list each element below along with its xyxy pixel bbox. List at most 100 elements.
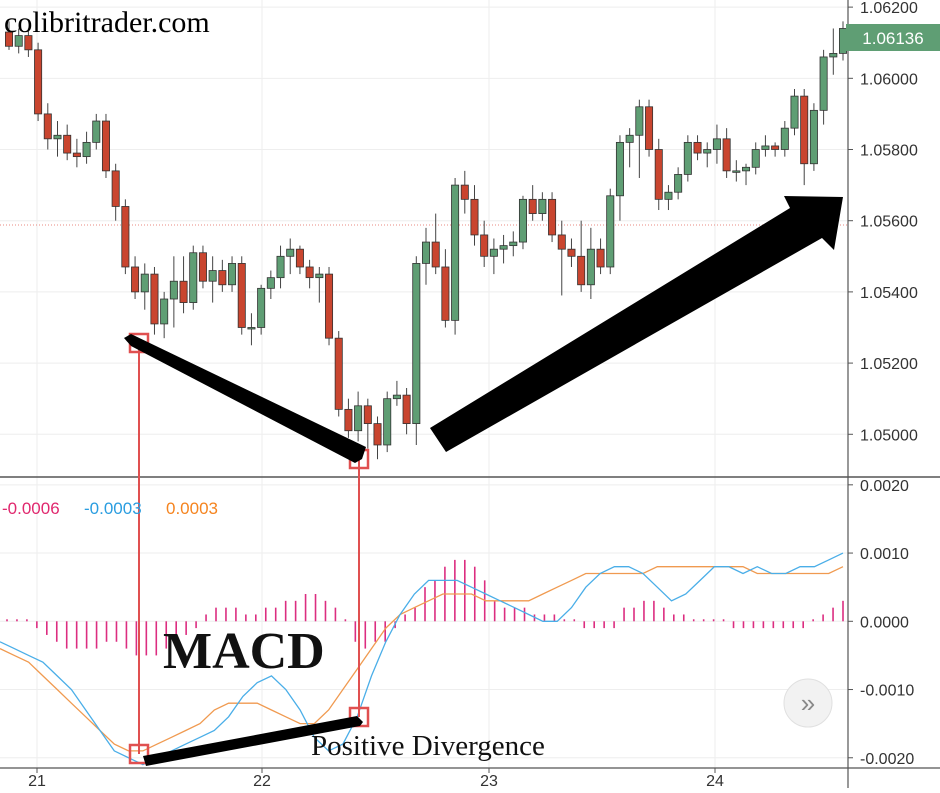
- price-tick-label-3: 1.05600: [860, 214, 918, 231]
- candle-body-85: [829, 52, 838, 58]
- candle-body-81: [790, 95, 799, 129]
- candle-body-64: [625, 134, 634, 143]
- candle-body-79: [771, 145, 780, 150]
- candle-body-84: [819, 56, 828, 111]
- candle-body-78: [761, 145, 770, 150]
- candle-body-22: [218, 270, 227, 286]
- legend-signal-value: 0.0003: [166, 499, 218, 518]
- candle-body-41: [402, 394, 411, 425]
- candle-body-34: [334, 337, 343, 410]
- price-downtrend-arrow: [124, 334, 366, 463]
- candle-body-42: [412, 263, 421, 425]
- candle-body-46: [451, 184, 460, 321]
- candle-body-52: [509, 241, 518, 247]
- candle-body-43: [421, 241, 430, 264]
- time-tick-label-3: 24: [706, 773, 724, 788]
- candle-body-27: [266, 277, 275, 289]
- candle-body-67: [654, 149, 663, 200]
- candle-body-4: [43, 113, 52, 140]
- candle-body-62: [606, 195, 615, 268]
- candle-body-83: [809, 109, 818, 165]
- watermark: colibritrader.com: [4, 6, 210, 39]
- macd-tick-label-3: -0.0010: [860, 683, 914, 700]
- candle-body-54: [528, 198, 537, 214]
- price-tick-label-4: 1.05800: [860, 143, 918, 160]
- candle-body-10: [101, 120, 110, 172]
- candle-body-75: [732, 170, 741, 173]
- candle-body-63: [615, 141, 624, 197]
- candle-body-32: [315, 273, 324, 279]
- double-chevron-right-icon[interactable]: »: [801, 688, 815, 718]
- candle-body-18: [179, 280, 188, 303]
- candle-body-3: [34, 49, 43, 115]
- candle-body-86: [839, 28, 848, 54]
- candle-body-20: [198, 252, 207, 282]
- candle-body-51: [499, 245, 508, 250]
- candle-body-35: [344, 408, 353, 432]
- candle-body-48: [470, 198, 479, 236]
- candle-body-73: [712, 138, 721, 150]
- candle-body-21: [208, 270, 217, 282]
- macd-uptrend-arrow: [143, 716, 363, 766]
- candle-body-45: [441, 266, 450, 321]
- annotations: [124, 196, 843, 766]
- candle-body-65: [635, 106, 644, 136]
- time-tick-label-2: 23: [480, 773, 498, 788]
- candle-body-33: [325, 273, 334, 339]
- candle-body-50: [489, 248, 498, 257]
- macd-tick-label-0: 0.0020: [860, 478, 909, 495]
- candle-body-31: [305, 266, 314, 279]
- candle-body-58: [567, 248, 576, 257]
- scroll-button-bg[interactable]: [783, 678, 833, 728]
- candle-body-9: [92, 120, 101, 143]
- macd-title: MACD: [163, 623, 325, 680]
- candle-body-76: [742, 166, 751, 172]
- divergence-label: Positive Divergence: [311, 730, 545, 762]
- signal-line: [0, 566, 844, 752]
- price-badge: 1.06136: [846, 24, 940, 51]
- candle-body-77: [751, 149, 760, 168]
- scroll-to-latest-button[interactable]: »: [783, 678, 833, 728]
- price-tick-label-2: 1.05400: [860, 285, 918, 302]
- candle-body-24: [237, 263, 246, 328]
- candle-body-15: [150, 273, 159, 325]
- candle-body-17: [169, 280, 178, 300]
- legend-histogram-value: -0.0006: [2, 499, 60, 518]
- candle-body-0: [5, 31, 13, 47]
- candle-body-36: [354, 405, 363, 432]
- candle-body-59: [577, 255, 586, 286]
- price-tick-label-0: 1.05000: [860, 427, 918, 444]
- price-tick-label-5: 1.06000: [860, 71, 918, 88]
- candle-body-1: [14, 35, 23, 47]
- candle-body-11: [111, 170, 120, 207]
- candle-body-44: [431, 241, 440, 268]
- candle-body-13: [131, 266, 140, 293]
- candle-body-53: [518, 198, 527, 243]
- candle-body-47: [460, 184, 469, 200]
- candle-body-28: [276, 255, 285, 279]
- grid: [0, 0, 848, 768]
- candle-body-8: [82, 141, 91, 158]
- price-tick-label-6: 1.06200: [860, 0, 918, 17]
- candle-body-6: [63, 134, 72, 154]
- time-tick-label-1: 22: [253, 773, 271, 788]
- candle-body-69: [674, 174, 683, 193]
- time-tick-label-0: 21: [28, 773, 46, 788]
- candle-body-23: [228, 263, 237, 286]
- candle-body-25: [247, 327, 256, 330]
- candle-body-60: [586, 248, 595, 286]
- candle-body-39: [383, 398, 392, 446]
- uptrend-arrow: [430, 196, 843, 452]
- candle-body-68: [664, 191, 673, 200]
- price-badge-bg: [846, 24, 940, 51]
- macd-tick-label-1: 0.0010: [860, 546, 909, 563]
- candle-body-16: [160, 298, 169, 325]
- candle-body-55: [538, 198, 547, 214]
- candle-body-38: [373, 423, 382, 446]
- candle-body-29: [286, 248, 295, 257]
- candle-body-70: [683, 141, 692, 175]
